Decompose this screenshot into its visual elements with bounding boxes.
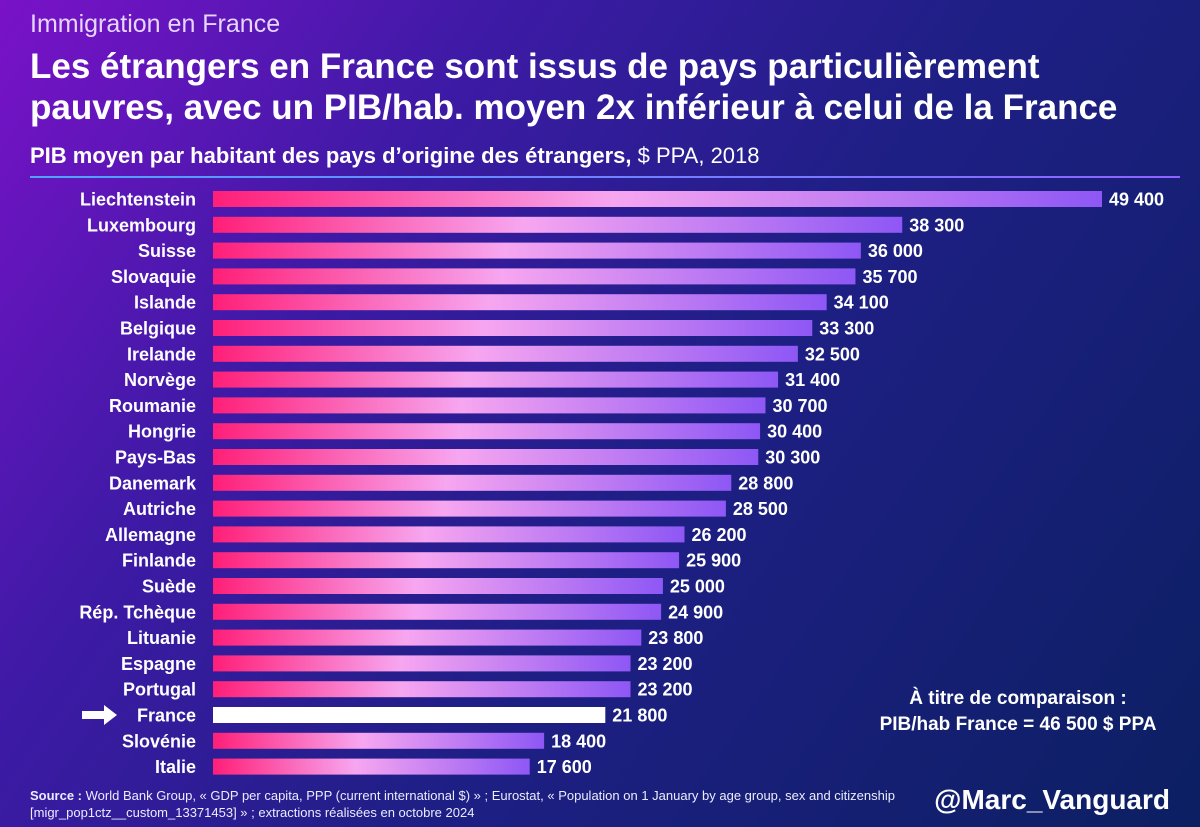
bar-rep-tcheque xyxy=(213,603,662,620)
bar-islande xyxy=(213,294,827,311)
bar-italie xyxy=(213,758,530,775)
value-label-portugal: 23 200 xyxy=(638,680,693,700)
value-label-allemagne: 26 200 xyxy=(691,525,746,545)
value-label-espagne: 23 200 xyxy=(638,654,693,674)
value-label-norvege: 31 400 xyxy=(785,370,840,390)
category-label-islande: Islande xyxy=(134,293,196,313)
bar-autriche xyxy=(213,500,726,517)
value-label-irelande: 32 500 xyxy=(805,344,860,364)
category-label-irelande: Irelande xyxy=(127,344,196,364)
source-text: World Bank Group, « GDP per capita, PPP … xyxy=(30,788,895,820)
category-label-autriche: Autriche xyxy=(123,499,196,519)
value-label-italie: 17 600 xyxy=(537,757,592,777)
value-label-hongrie: 30 400 xyxy=(767,422,822,442)
value-label-liechtenstein: 49 400 xyxy=(1109,190,1164,210)
value-label-autriche: 28 500 xyxy=(733,499,788,519)
value-label-france: 21 800 xyxy=(612,706,667,726)
value-label-rep-tcheque: 24 900 xyxy=(668,602,723,622)
bar-luxembourg xyxy=(213,216,903,233)
value-label-suisse: 36 000 xyxy=(868,241,923,261)
category-label-norvege: Norvège xyxy=(124,370,196,390)
category-label-suisse: Suisse xyxy=(138,241,196,261)
value-label-suede: 25 000 xyxy=(670,577,725,597)
bar-liechtenstein xyxy=(213,191,1102,207)
bar-suede xyxy=(213,578,663,594)
bar-roumanie xyxy=(213,397,766,414)
category-label-liechtenstein: Liechtenstein xyxy=(80,190,196,210)
page-title: Les étrangers en France sont issus de pa… xyxy=(30,47,1118,128)
value-label-lituanie: 23 800 xyxy=(648,628,703,648)
author-handle: @Marc_Vanguard xyxy=(934,784,1170,815)
category-label-lituanie: Lituanie xyxy=(127,628,196,648)
chart-subtitle: PIB moyen par habitant des pays d’origin… xyxy=(30,143,760,169)
category-label-suede: Suède xyxy=(142,577,196,597)
bar-belgique xyxy=(213,320,813,336)
category-label-belgique: Belgique xyxy=(120,319,196,339)
category-label-luxembourg: Luxembourg xyxy=(87,215,196,235)
kicker-label: Immigration en France xyxy=(30,10,281,38)
bar-slovenie xyxy=(213,732,545,749)
category-label-portugal: Portugal xyxy=(123,680,196,700)
category-label-slovenie: Slovénie xyxy=(122,731,196,751)
category-label-roumanie: Roumanie xyxy=(109,396,196,416)
bar-espagne xyxy=(213,655,631,672)
category-label-pays-bas: Pays-Bas xyxy=(115,448,196,468)
value-label-roumanie: 30 700 xyxy=(772,396,827,416)
subtitle-units: $ PPA, 2018 xyxy=(631,143,760,168)
highlight-arrow-icon xyxy=(82,705,117,725)
title-divider xyxy=(30,176,1180,178)
bar-danemark xyxy=(213,474,732,491)
category-label-espagne: Espagne xyxy=(121,654,196,674)
category-label-italie: Italie xyxy=(155,757,196,777)
source-note: Source : World Bank Group, « GDP per cap… xyxy=(30,788,935,822)
value-label-islande: 34 100 xyxy=(834,293,889,313)
bar-slovaquie xyxy=(213,268,856,285)
value-label-slovaquie: 35 700 xyxy=(862,267,917,287)
value-label-danemark: 28 800 xyxy=(738,473,793,493)
value-label-belgique: 33 300 xyxy=(819,319,874,339)
comparison-line-2: PIB/hab France = 46 500 $ PPA xyxy=(879,713,1157,735)
category-label-finlande: Finlande xyxy=(122,551,196,571)
category-label-allemagne: Allemagne xyxy=(105,525,196,545)
bar-finlande xyxy=(213,552,680,569)
bar-suisse xyxy=(213,242,861,259)
bar-pays-bas xyxy=(213,449,759,465)
category-label-france: France xyxy=(137,706,196,726)
category-label-rep-tcheque: Rép. Tchèque xyxy=(79,602,196,622)
bar-allemagne xyxy=(213,526,685,543)
category-label-hongrie: Hongrie xyxy=(128,422,196,442)
source-label: Source : xyxy=(30,788,83,803)
bar-portugal xyxy=(213,681,631,698)
category-label-danemark: Danemark xyxy=(109,473,197,493)
bars-layer: Liechtenstein 49 400 Luxembourg 38 300 Suiss… xyxy=(79,190,1164,778)
subtitle-strong: PIB moyen par habitant des pays d’origin… xyxy=(30,143,632,168)
comparison-line-1: À titre de comparaison : xyxy=(909,688,1127,709)
comparison-note: À titre de comparaison : PIB/hab France … xyxy=(858,686,1178,737)
value-label-slovenie: 18 400 xyxy=(551,731,606,751)
bar-norvege xyxy=(213,371,779,388)
bar-france xyxy=(213,707,606,723)
bar-lituanie xyxy=(213,629,642,646)
value-label-pays-bas: 30 300 xyxy=(765,448,820,468)
value-label-luxembourg: 38 300 xyxy=(909,215,964,235)
bar-chart: Liechtenstein 49 400 Luxembourg 38 300 Suiss… xyxy=(79,190,1164,778)
category-label-slovaquie: Slovaquie xyxy=(111,267,196,287)
bar-irelande xyxy=(213,345,798,362)
bar-hongrie xyxy=(213,423,761,440)
value-label-finlande: 25 900 xyxy=(686,551,741,571)
